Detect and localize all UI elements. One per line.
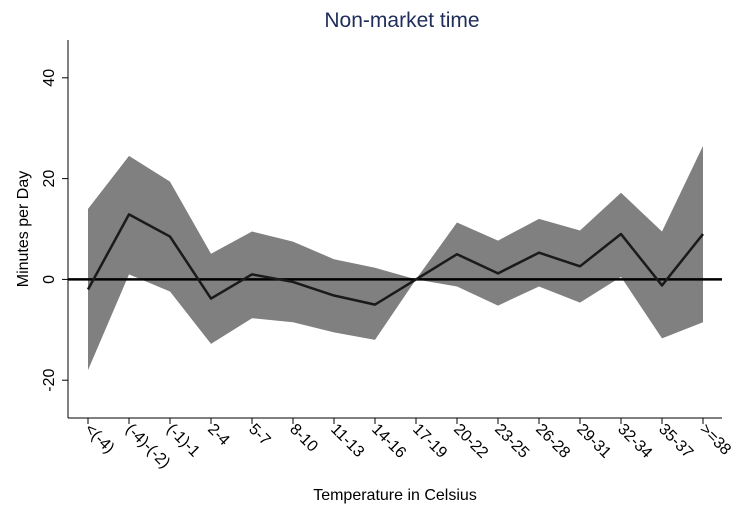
x-tick-label: 35-37 (655, 421, 696, 462)
x-tick-label: 29-31 (573, 421, 614, 462)
x-tick-label: 5-7 (245, 421, 273, 449)
x-axis-title: Temperature in Celsius (313, 487, 477, 504)
x-tick-label: 26-28 (532, 421, 573, 462)
y-tick-label: -20 (41, 369, 58, 392)
x-tick-label: 32-34 (614, 421, 655, 462)
x-tick-label: 23-25 (491, 421, 532, 462)
y-tick-label: 0 (41, 275, 58, 284)
x-tick-label: 8-10 (286, 421, 321, 456)
x-tick-label: >=38 (696, 421, 734, 459)
x-tick-label: (-4)-(-2) (122, 421, 173, 472)
x-tick-label: 20-22 (450, 421, 491, 462)
line (86, 213, 704, 306)
x-tick-label: 17-19 (409, 421, 450, 462)
chart-title: Non-market time (324, 9, 479, 32)
y-tick-label: 20 (41, 170, 58, 188)
x-tick-label: 2-4 (204, 421, 232, 449)
x-tick-label: 11-13 (327, 421, 367, 461)
y-tick-label: 40 (41, 69, 58, 87)
confidence-band (88, 145, 703, 371)
y-axis-title: Minutes per Day (15, 171, 32, 288)
x-tick-label: <(-4) (81, 421, 117, 457)
x-tick-label: 14-16 (368, 421, 409, 462)
